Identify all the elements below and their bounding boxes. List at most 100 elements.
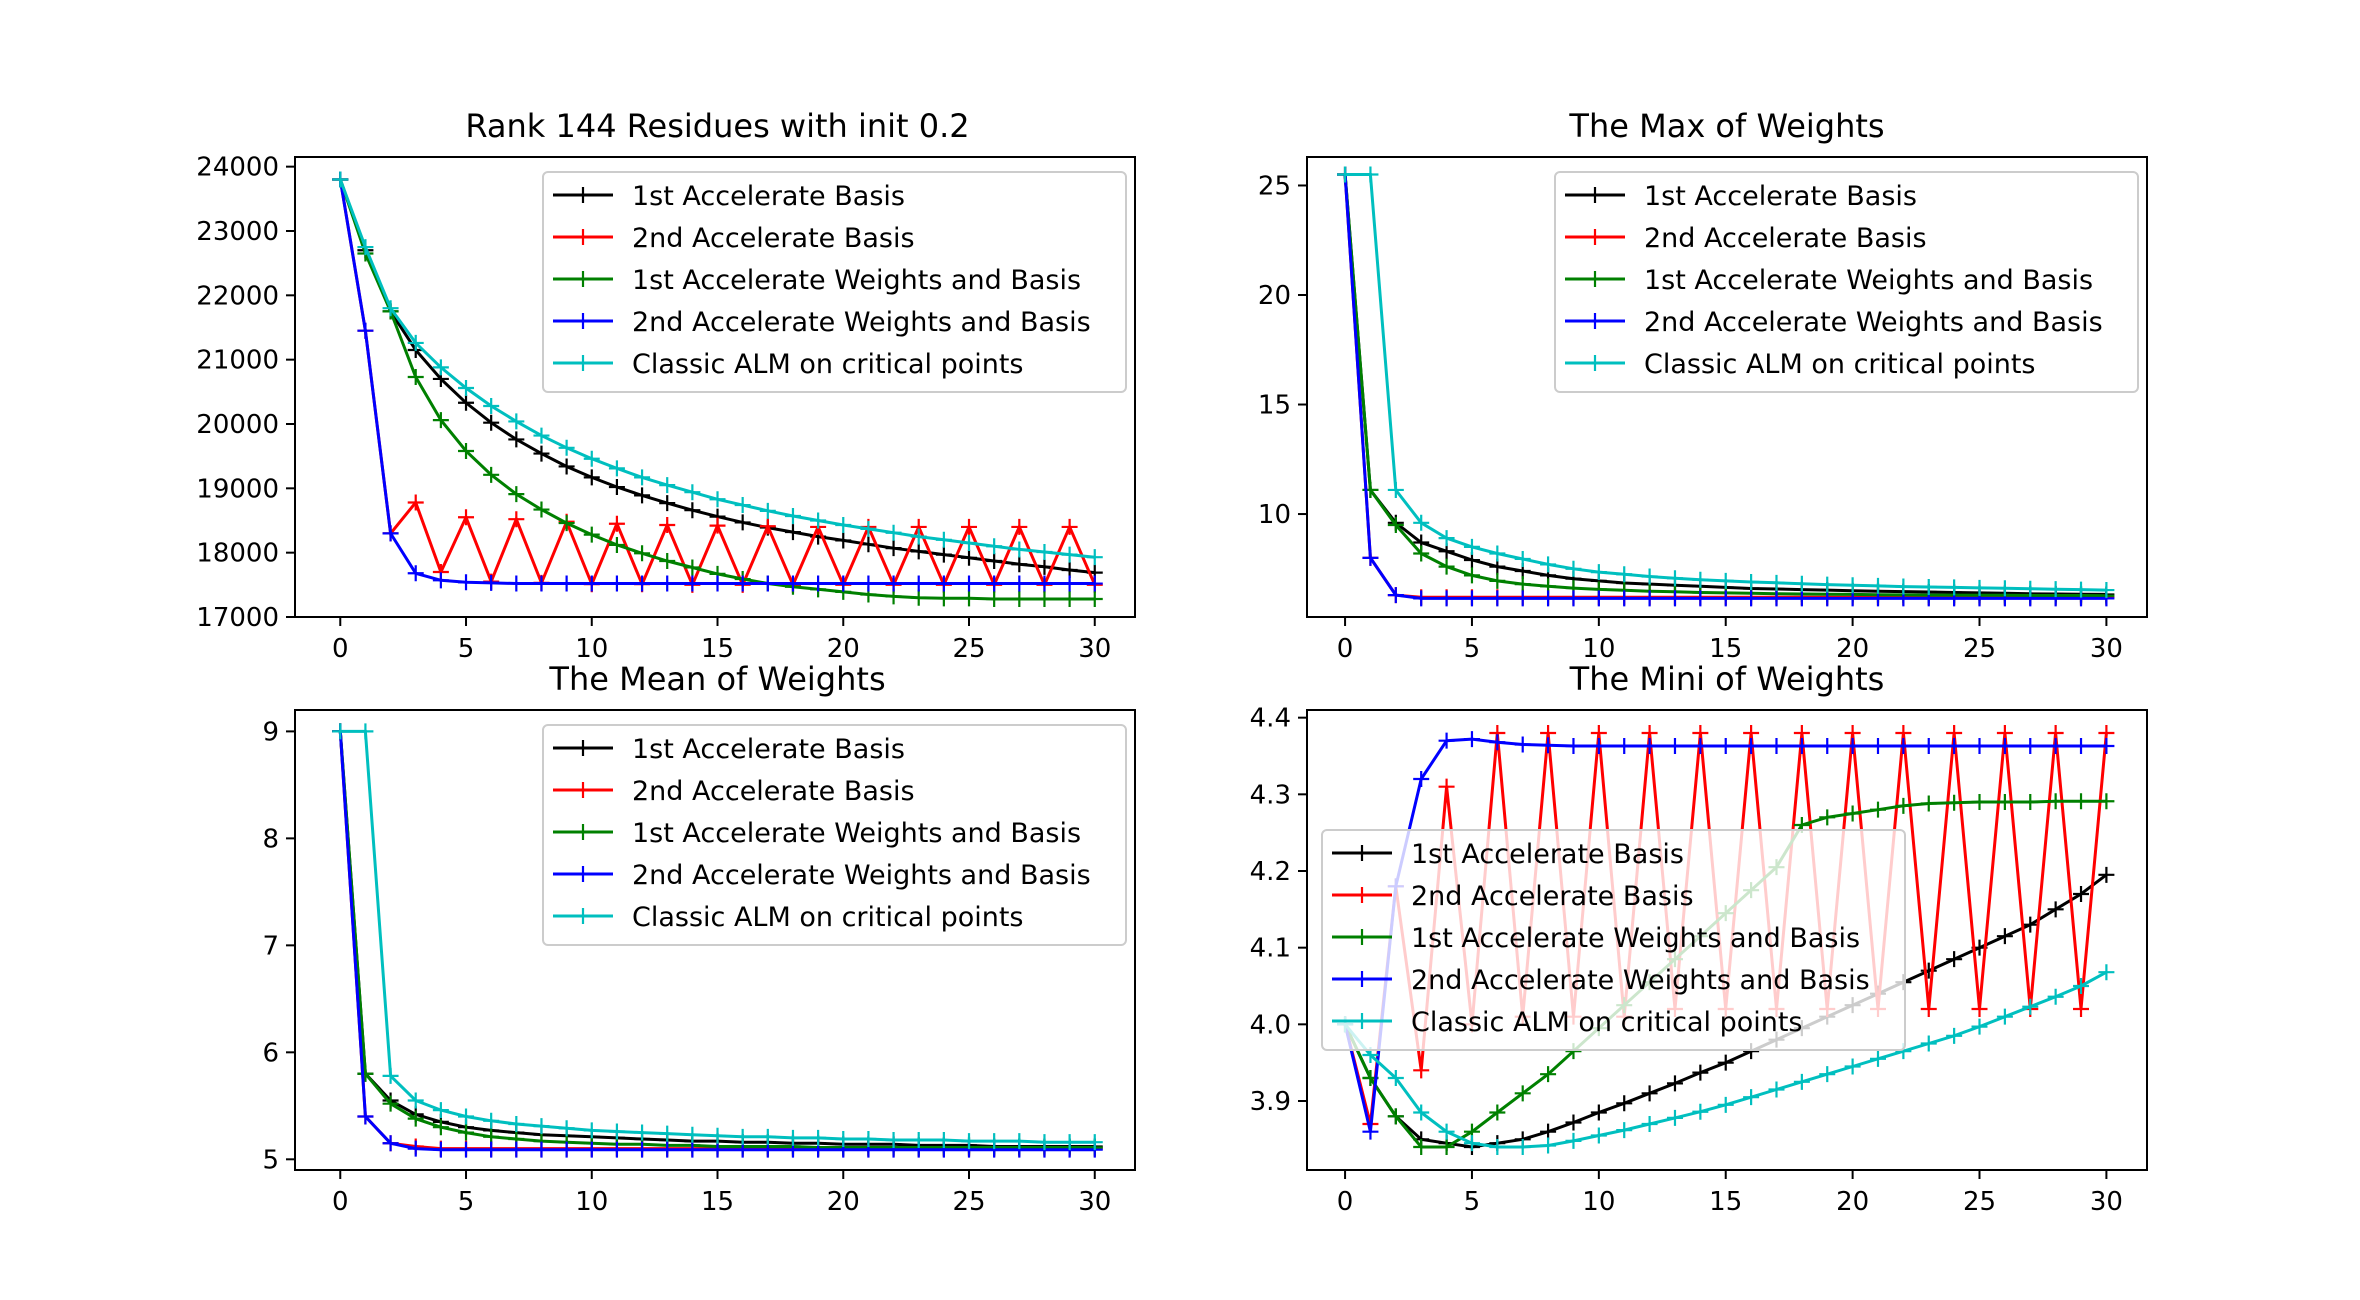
legend-marker bbox=[575, 866, 591, 882]
data-point bbox=[885, 1132, 902, 1149]
data-point bbox=[508, 486, 525, 503]
legend-label: 2nd Accelerate Basis bbox=[632, 776, 915, 807]
data-point bbox=[583, 469, 600, 486]
chart-title: The Mean of Weights bbox=[548, 660, 885, 698]
data-point bbox=[709, 575, 726, 592]
data-point bbox=[1819, 590, 1836, 607]
subplot-max-weights: The Max of Weights 0 5 10 15 20 25 30 10 15 20 25 1… bbox=[1258, 107, 2148, 664]
data-point bbox=[1819, 1066, 1836, 1083]
data-point bbox=[1387, 1108, 1404, 1125]
data-point bbox=[2098, 964, 2115, 981]
data-point bbox=[1895, 738, 1912, 755]
data-point bbox=[1514, 550, 1531, 567]
data-point bbox=[709, 491, 726, 508]
data-point bbox=[1011, 590, 1028, 607]
y-tick-label: 4.3 bbox=[1250, 780, 1291, 810]
legend-entry: 2nd Accelerate Weights and Basis bbox=[1332, 965, 1870, 996]
legend-label: 1st Accelerate Weights and Basis bbox=[1411, 923, 1860, 954]
data-point bbox=[659, 553, 676, 570]
data-point bbox=[986, 575, 1003, 592]
y-tick-label: 18000 bbox=[196, 539, 279, 569]
data-point bbox=[1413, 771, 1430, 787]
data-point bbox=[382, 525, 399, 542]
data-point bbox=[2022, 998, 2039, 1015]
data-point bbox=[558, 575, 575, 592]
data-point bbox=[784, 524, 801, 541]
data-point bbox=[784, 575, 801, 592]
series-5 bbox=[332, 171, 1103, 566]
data-point bbox=[860, 575, 877, 592]
data-point bbox=[1036, 544, 1053, 561]
data-point bbox=[1743, 573, 1760, 590]
data-point bbox=[2047, 793, 2064, 810]
data-point bbox=[2047, 581, 2064, 598]
data-point bbox=[910, 528, 927, 545]
x-tick-label: 15 bbox=[701, 1187, 734, 1217]
data-point bbox=[1086, 549, 1103, 566]
data-point bbox=[508, 431, 525, 448]
data-point bbox=[1463, 538, 1480, 555]
data-point bbox=[659, 477, 676, 494]
data-point bbox=[810, 575, 827, 592]
data-point bbox=[458, 574, 475, 591]
data-point bbox=[583, 1122, 600, 1139]
data-point bbox=[1946, 738, 1963, 755]
legend-entry: Classic ALM on critical points bbox=[1565, 349, 2036, 380]
legend-entry: 2nd Accelerate Weights and Basis bbox=[1565, 307, 2103, 338]
data-point bbox=[1717, 1096, 1734, 1113]
x-tick-label: 0 bbox=[332, 634, 349, 664]
y-tick-label: 20 bbox=[1258, 281, 1291, 311]
data-point bbox=[458, 1141, 475, 1158]
series-4 bbox=[332, 723, 1103, 1158]
data-point bbox=[1438, 530, 1455, 547]
series-3 bbox=[332, 171, 1103, 607]
legend-marker bbox=[1354, 1013, 1370, 1029]
x-tick-label: 5 bbox=[458, 1187, 475, 1217]
data-point bbox=[1844, 805, 1861, 822]
legend-label: 1st Accelerate Basis bbox=[1644, 181, 1917, 212]
legend-entry: 2nd Accelerate Basis bbox=[1565, 223, 1927, 254]
chart-title: Rank 144 Residues with init 0.2 bbox=[465, 107, 969, 145]
data-point bbox=[734, 1128, 751, 1145]
data-point bbox=[1514, 1085, 1531, 1102]
data-point bbox=[1590, 738, 1607, 755]
legend-entry: 1st Accelerate Basis bbox=[1332, 839, 1684, 870]
data-point bbox=[961, 535, 978, 552]
series-5 bbox=[1337, 166, 2115, 599]
data-point bbox=[659, 1125, 676, 1142]
data-point bbox=[558, 439, 575, 456]
data-point bbox=[1036, 1134, 1053, 1151]
data-point bbox=[860, 1130, 877, 1147]
data-point bbox=[2022, 916, 2039, 933]
data-point bbox=[1666, 1075, 1683, 1092]
data-point bbox=[483, 574, 500, 591]
x-tick-label: 30 bbox=[2090, 1187, 2123, 1217]
legend-marker bbox=[575, 271, 591, 287]
legend-entry: 1st Accelerate Basis bbox=[553, 181, 905, 212]
data-point bbox=[483, 1112, 500, 1129]
legend-label: 2nd Accelerate Weights and Basis bbox=[632, 860, 1091, 891]
data-point bbox=[684, 1141, 701, 1158]
data-point bbox=[458, 443, 475, 460]
data-point bbox=[835, 517, 852, 533]
data-point bbox=[1590, 590, 1607, 607]
legend-entry: 2nd Accelerate Basis bbox=[553, 223, 915, 254]
data-point bbox=[759, 502, 776, 519]
legend-frame bbox=[542, 171, 1127, 393]
data-point bbox=[1616, 1122, 1633, 1139]
data-point bbox=[2022, 794, 2039, 810]
subplot-mini-weights: The Mini of Weights 0 5 10 15 20 25 30 3.9 4.0 4.… bbox=[1250, 660, 2148, 1217]
data-point bbox=[483, 1141, 500, 1158]
data-point bbox=[734, 514, 751, 531]
data-point bbox=[533, 575, 550, 592]
data-point bbox=[1971, 794, 1988, 810]
data-point bbox=[1438, 1139, 1455, 1155]
data-point bbox=[2073, 581, 2090, 598]
legend: 1st Accelerate Basis 2nd Accelerate Basis… bbox=[542, 171, 1127, 393]
axes-frame bbox=[1306, 709, 2148, 1171]
data-point bbox=[558, 1120, 575, 1137]
y-tick-label: 22000 bbox=[196, 281, 279, 311]
data-point bbox=[1920, 1035, 1937, 1052]
legend-frame bbox=[1321, 829, 1906, 1051]
x-tick-label: 15 bbox=[1709, 1187, 1742, 1217]
